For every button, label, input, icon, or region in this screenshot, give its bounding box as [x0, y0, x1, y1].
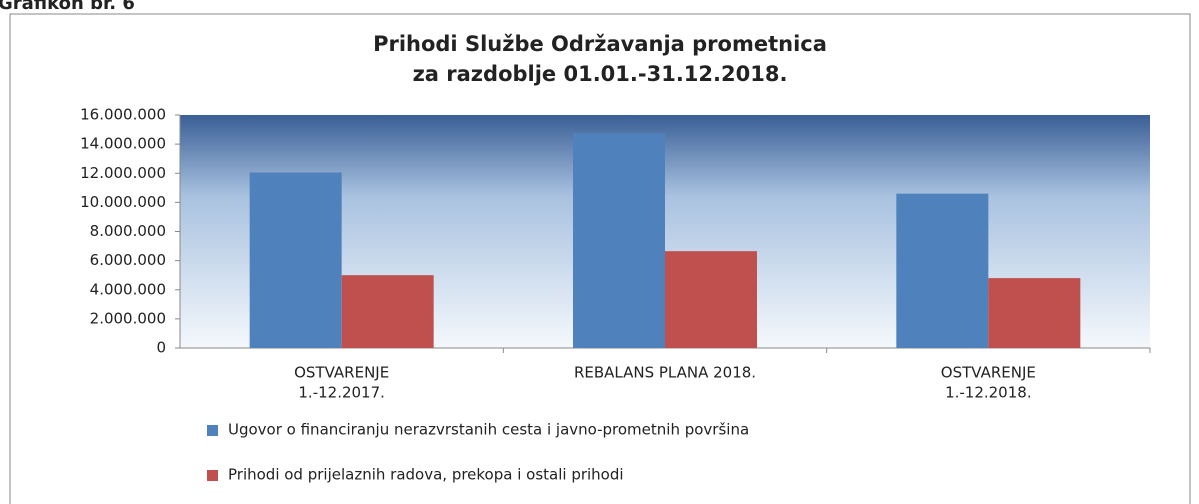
bar: [249, 172, 342, 348]
y-tick-label: 16.000.000: [80, 106, 166, 124]
legend-swatch: [207, 425, 218, 436]
x-tick-label: OSTVARENJE: [941, 364, 1036, 382]
y-tick-label: 0: [156, 339, 166, 357]
y-tick-label: 6.000.000: [90, 251, 166, 269]
x-tick-label: REBALANS PLANA 2018.: [574, 364, 756, 382]
x-tick-label: 1.-12.2018.: [945, 384, 1032, 402]
y-tick-label: 14.000.000: [80, 135, 166, 153]
y-tick-label: 12.000.000: [80, 164, 166, 182]
y-tick-label: 8.000.000: [90, 222, 166, 240]
x-tick-label: 1.-12.2017.: [298, 384, 385, 402]
y-tick-label: 2.000.000: [90, 309, 166, 327]
caption: Grafikon br. 6: [0, 0, 135, 14]
chart-title: za razdoblje 01.01.-31.12.2018.: [413, 62, 788, 86]
bar: [665, 251, 757, 348]
bar: [341, 275, 434, 348]
y-tick-label: 4.000.000: [90, 280, 166, 298]
x-tick-label: OSTVARENJE: [294, 364, 389, 382]
chart-title: Prihodi Službe Održavanja prometnica: [373, 32, 827, 56]
legend-label: Ugovor o financiranju nerazvrstanih cest…: [228, 421, 749, 439]
y-tick-label: 10.000.000: [80, 193, 166, 211]
bar: [896, 193, 989, 348]
bar: [988, 278, 1081, 348]
legend-label: Prihodi od prijelaznih radova, prekopa i…: [228, 466, 624, 484]
bar: [573, 133, 665, 348]
legend-swatch: [207, 470, 218, 481]
